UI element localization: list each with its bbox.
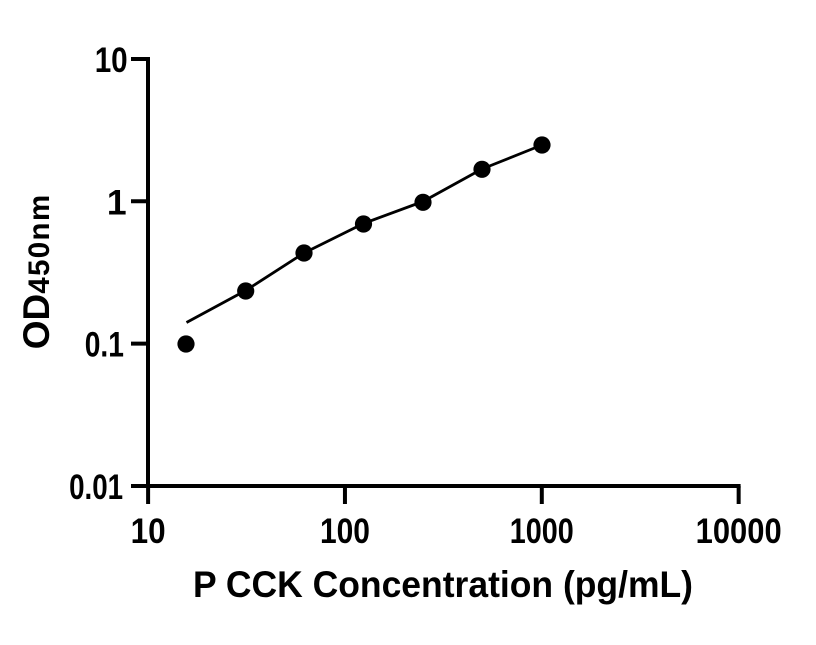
svg-text:10: 10 (95, 40, 128, 80)
svg-text:0.01: 0.01 (69, 467, 123, 507)
svg-text:10: 10 (131, 511, 166, 551)
svg-text:OD450nm: OD450nm (16, 195, 57, 350)
svg-text:1: 1 (107, 182, 127, 222)
svg-text:100: 100 (320, 511, 370, 551)
svg-text:1000: 1000 (510, 511, 574, 551)
svg-text:P CCK Concentration (pg/mL): P CCK Concentration (pg/mL) (193, 564, 693, 605)
svg-text:10000: 10000 (696, 511, 782, 551)
svg-text:0.1: 0.1 (85, 325, 124, 365)
